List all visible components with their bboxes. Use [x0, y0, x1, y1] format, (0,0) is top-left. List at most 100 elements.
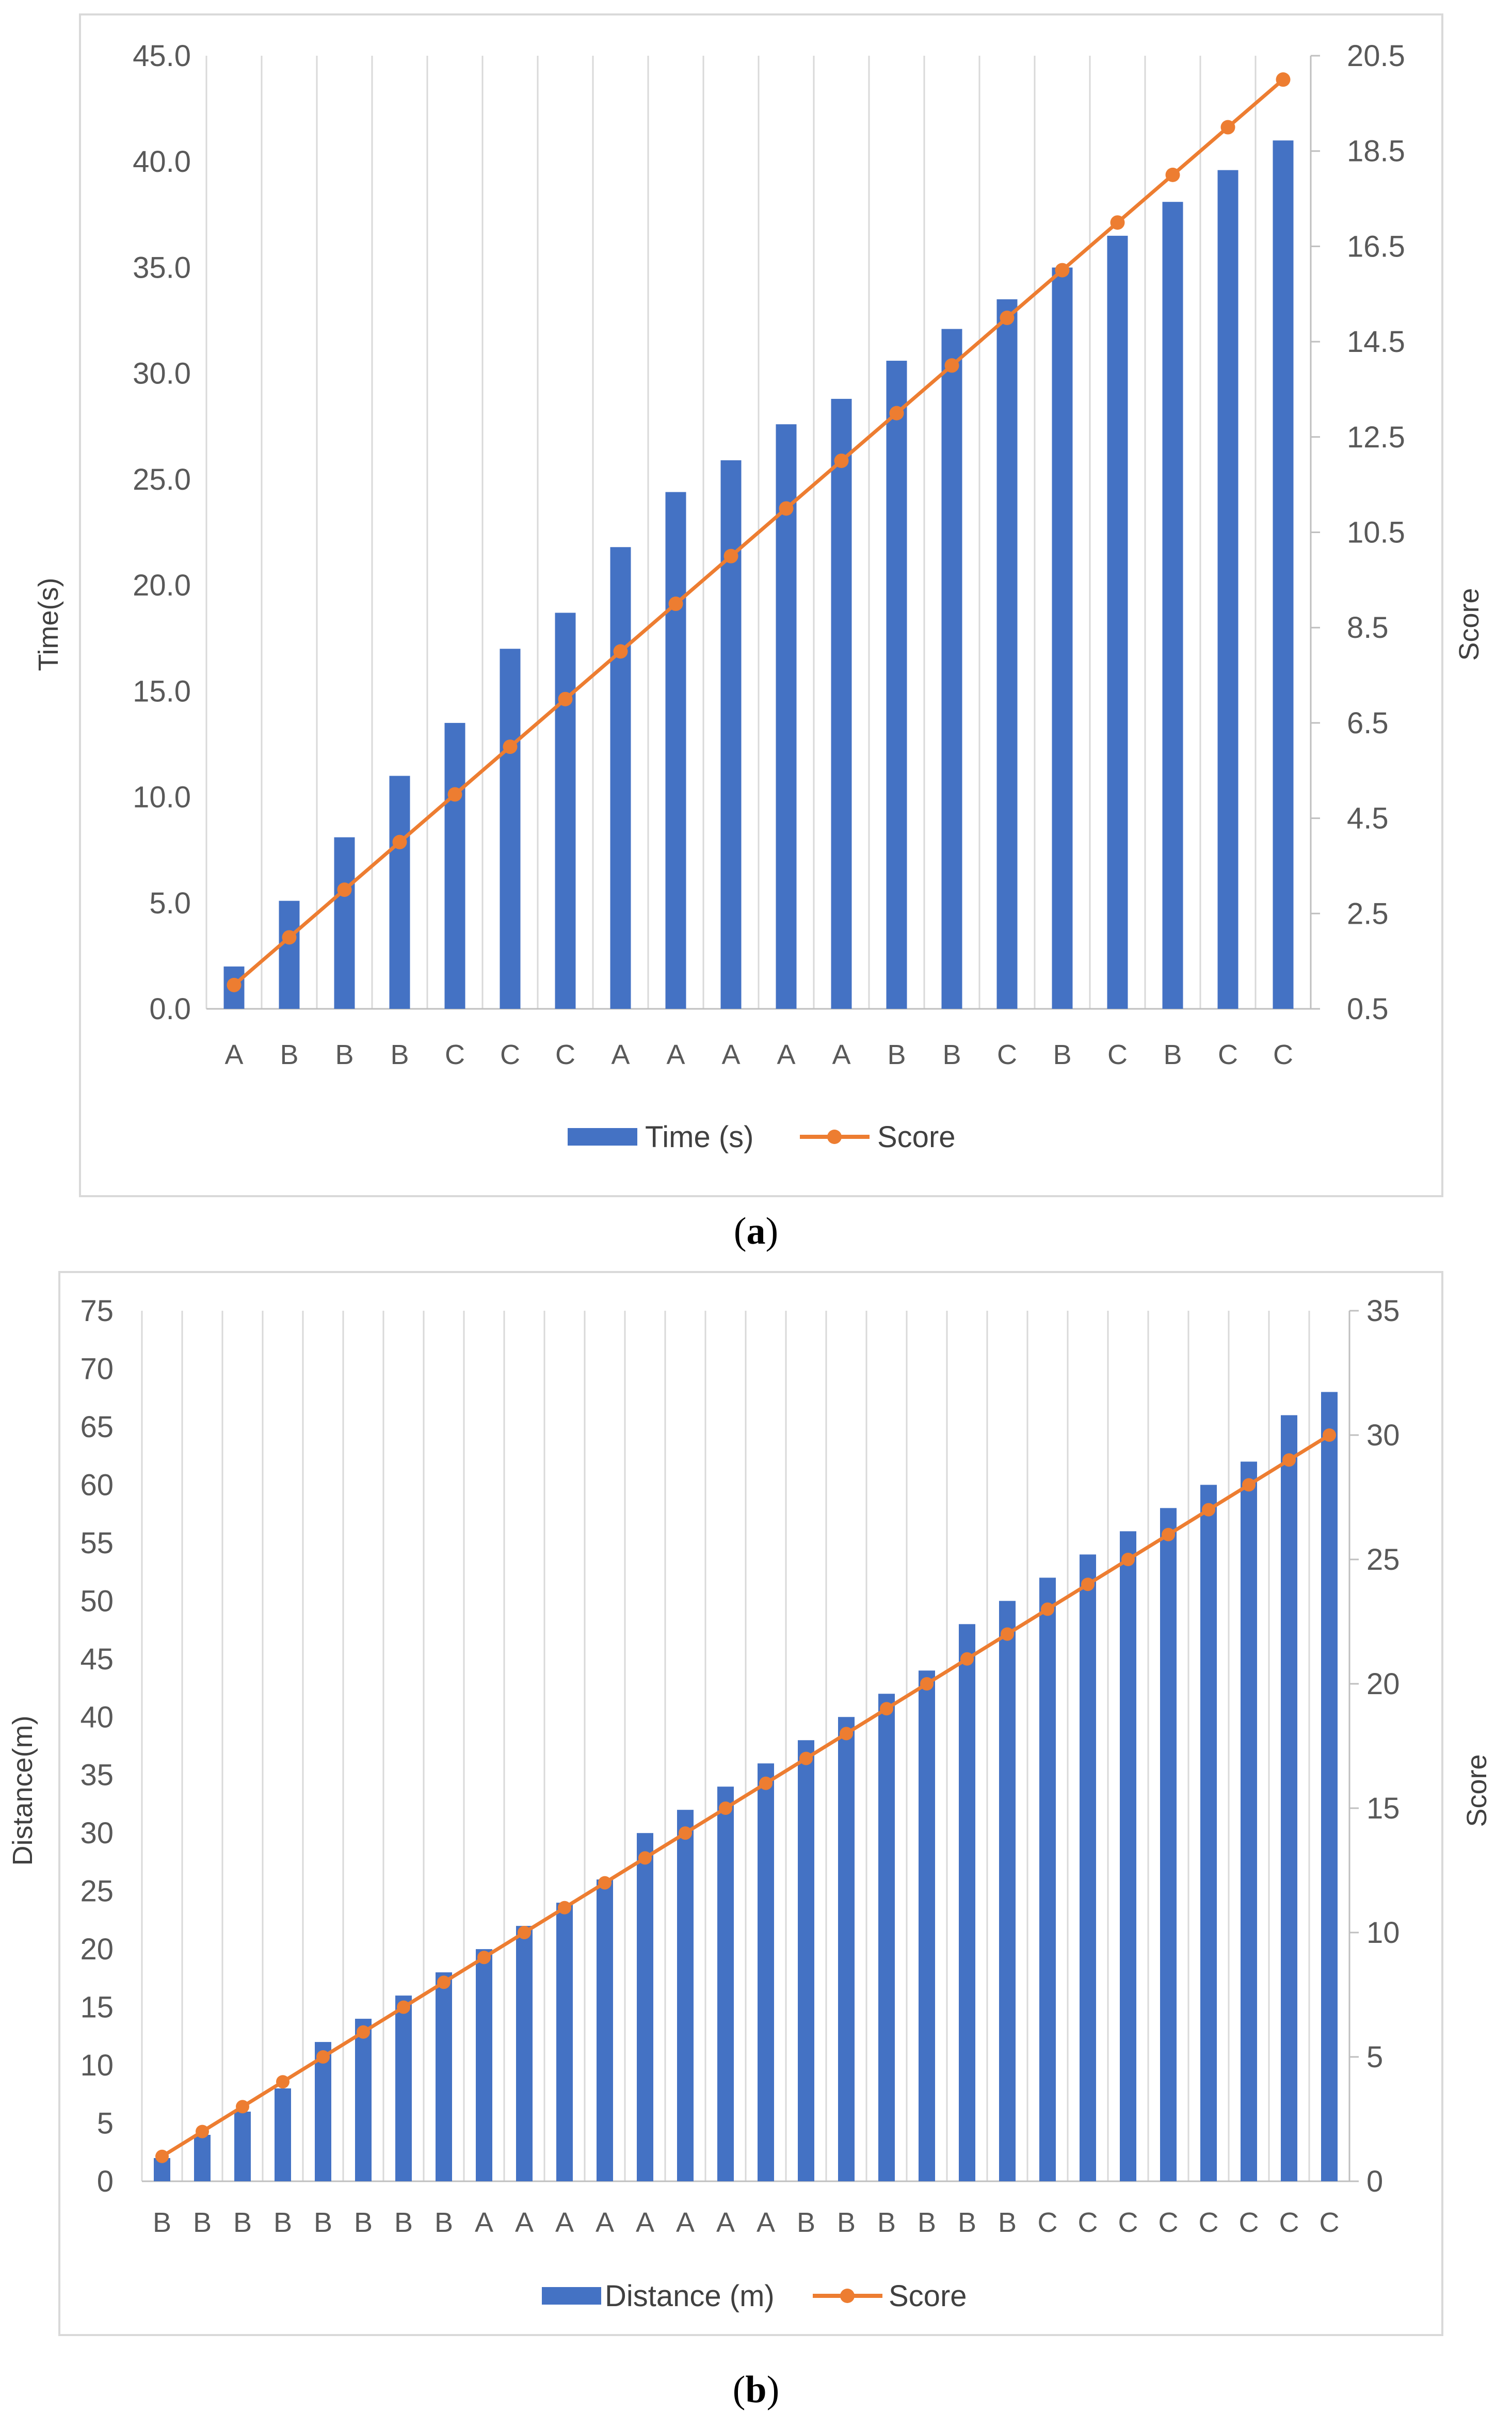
y2-tick-label-a-1: 2.5 — [1347, 897, 1389, 930]
score-point-b-10 — [558, 1901, 571, 1914]
x-tick-label-b-8: A — [475, 2207, 493, 2238]
bar-b-12 — [637, 1833, 653, 2181]
y2-tick-label-a-5: 10.5 — [1347, 516, 1405, 550]
x-tick-label-b-26: C — [1199, 2207, 1219, 2238]
bar-b-18 — [878, 1694, 895, 2181]
bar-b-25 — [1160, 1508, 1177, 2181]
score-point-a-12 — [889, 406, 904, 421]
score-point-b-26 — [1202, 1503, 1215, 1517]
bar-b-8 — [476, 1949, 492, 2181]
bar-b-26 — [1200, 1485, 1217, 2181]
score-point-b-24 — [1121, 1553, 1135, 1566]
score-point-a-19 — [1276, 72, 1291, 87]
y-tick-label-b-8: 40 — [80, 1700, 114, 1734]
chart-panel-b: 0 5 10 15 20 25 30 35 40 45 50 55 60 65 70 75 0 5 10 15 20 25… — [7, 1271, 1492, 2336]
y-tick-label-b-6: 30 — [80, 1816, 114, 1850]
legend-swatch-score-marker-b — [840, 2289, 855, 2303]
x-tick-label-b-15: A — [757, 2207, 775, 2238]
y-tick-label-b-15: 75 — [80, 1294, 114, 1328]
legend-swatch-distance — [542, 2287, 601, 2305]
legend-swatch-score-marker-a — [827, 1130, 842, 1144]
score-point-b-23 — [1081, 1578, 1095, 1591]
y-tick-label-b-3: 15 — [80, 1991, 114, 2024]
score-point-a-17 — [1165, 167, 1180, 182]
score-point-a-4 — [447, 787, 462, 802]
bar-b-24 — [1120, 1531, 1136, 2181]
y2-tick-label-a-8: 16.5 — [1347, 230, 1405, 263]
y2-tick-label-a-10: 20.5 — [1347, 39, 1405, 73]
bar-b-27 — [1241, 1461, 1257, 2181]
y-tick-label-a-7: 35.0 — [133, 251, 191, 284]
bar-a-12 — [886, 361, 907, 1009]
bar-a-14 — [996, 299, 1018, 1009]
y2-tick-label-b-2: 10 — [1366, 1916, 1400, 1950]
score-point-a-6 — [558, 691, 573, 706]
score-point-b-13 — [679, 1826, 692, 1840]
gridlines-b — [141, 1310, 1359, 2182]
y-tick-label-a-1: 5.0 — [149, 887, 191, 920]
tick-labels-b: 0 5 10 15 20 25 30 35 40 45 50 55 60 65 70 75 0 5 10 15 20 25… — [80, 1294, 1400, 2238]
bar-b-13 — [677, 1810, 694, 2181]
y-tick-label-b-13: 65 — [80, 1410, 114, 1444]
bar-b-29 — [1321, 1392, 1338, 2181]
y2-tick-label-b-5: 25 — [1366, 1543, 1400, 1576]
bar-b-16 — [798, 1740, 814, 2181]
x-tick-label-a-12: B — [887, 1039, 906, 1070]
y2-tick-label-b-0: 0 — [1366, 2165, 1383, 2198]
score-point-a-18 — [1220, 120, 1235, 135]
bar-a-7 — [610, 547, 631, 1009]
x-tick-label-b-23: C — [1078, 2207, 1098, 2238]
x-tick-label-b-18: B — [877, 2207, 896, 2238]
x-tick-label-b-19: B — [918, 2207, 936, 2238]
score-point-a-3 — [392, 834, 407, 849]
y-tick-label-b-5: 25 — [80, 1875, 114, 1908]
x-tick-label-a-16: C — [1107, 1039, 1128, 1070]
x-tick-label-b-24: C — [1118, 2207, 1138, 2238]
x-tick-label-b-1: B — [193, 2207, 212, 2238]
score-point-a-1 — [282, 930, 297, 945]
score-point-a-16 — [1110, 215, 1125, 230]
score-point-b-22 — [1041, 1602, 1054, 1616]
x-tick-label-b-9: A — [515, 2207, 534, 2238]
y2-tick-label-a-7: 14.5 — [1347, 325, 1405, 359]
score-point-b-21 — [1001, 1627, 1014, 1641]
x-tick-label-b-20: B — [958, 2207, 976, 2238]
x-tick-label-a-6: C — [555, 1039, 575, 1070]
score-point-a-8 — [668, 597, 683, 611]
x-tick-label-b-21: B — [998, 2207, 1017, 2238]
bar-b-3 — [275, 2088, 291, 2181]
score-point-b-15 — [759, 1776, 773, 1790]
score-point-a-9 — [723, 549, 738, 564]
y2-tick-label-b-4: 20 — [1366, 1667, 1400, 1701]
score-point-a-2 — [337, 882, 352, 897]
x-tick-label-b-4: B — [314, 2207, 332, 2238]
y2-tick-label-a-2: 4.5 — [1347, 802, 1389, 835]
bar-b-15 — [758, 1763, 774, 2181]
bar-b-19 — [919, 1670, 935, 2181]
x-tick-label-a-4: C — [445, 1039, 465, 1070]
bar-b-5 — [355, 2019, 372, 2181]
chart-panel-a: 0.0 5.0 10.0 15.0 20.0 25.0 30.0 35.0 40.0 45.0 0.… — [33, 13, 1485, 1197]
x-tick-label-b-29: C — [1320, 2207, 1340, 2238]
score-point-b-28 — [1282, 1453, 1296, 1467]
x-tick-label-a-18: C — [1218, 1039, 1238, 1070]
x-tick-label-a-2: B — [335, 1039, 353, 1070]
score-point-b-7 — [437, 1975, 451, 1989]
x-tick-label-b-7: B — [435, 2207, 453, 2238]
score-line-a — [227, 72, 1291, 992]
y-tick-label-a-2: 10.0 — [133, 781, 191, 814]
score-point-b-12 — [638, 1851, 652, 1865]
bar-b-14 — [717, 1787, 734, 2181]
y-tick-label-b-12: 60 — [80, 1468, 114, 1502]
bar-b-17 — [838, 1717, 855, 2181]
bar-a-10 — [776, 424, 797, 1009]
bar-a-1 — [279, 900, 300, 1009]
x-tick-label-a-0: A — [224, 1039, 243, 1070]
bar-b-2 — [234, 2112, 251, 2181]
chart-frame-b — [58, 1271, 1443, 2336]
bar-b-4 — [315, 2042, 331, 2181]
caption-b: (b) — [733, 2369, 779, 2411]
x-tick-label-b-25: C — [1159, 2207, 1179, 2238]
bar-a-2 — [334, 837, 355, 1009]
bar-b-20 — [959, 1624, 975, 2181]
